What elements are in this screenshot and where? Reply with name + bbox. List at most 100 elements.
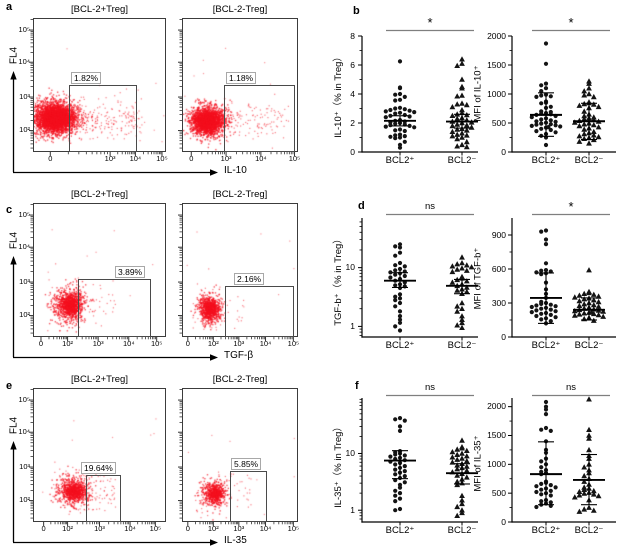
flow-plot-title: [BCL-2+Treg] [71, 4, 128, 15]
flow-x-axis-label: IL-10 [224, 165, 247, 176]
panel-f: f IL-35⁺（% in Treg） MFI of IL-35⁺ ns ns … [311, 370, 623, 551]
flow-cloud-canvas [34, 389, 165, 521]
dot-y-tick-label: 1000 [487, 88, 506, 99]
flow-x-tick-label: 10³ [233, 523, 245, 533]
flow-x-tick-label: 0 [48, 153, 53, 163]
dot-y-tick-label: 1500 [487, 59, 506, 70]
flow-plot-title: [BCL-2-Treg] [212, 374, 268, 385]
dot-y-axis-label: IL-35⁺（% in Treg） [333, 422, 344, 508]
flow-x-tick-label: 10² [62, 338, 74, 348]
flow-x-tick-label: 0 [38, 338, 44, 348]
flow-x-tick-label: 10⁴ [124, 523, 136, 533]
flow-x-tick-label: 10³ [220, 153, 232, 163]
category-label: BCL2⁺ [385, 340, 415, 351]
dot-y-tick-label: 300 [491, 297, 506, 308]
flow-y-tick-label: 10⁵ [18, 24, 30, 34]
gate-rect [229, 471, 267, 522]
flow-x-tick-label: 10² [207, 338, 219, 348]
gate-label: 5.85% [231, 458, 262, 470]
dot-y-axis-label: TGF-b⁺（% in Treg） [333, 234, 344, 326]
category-label: BCL2⁻ [447, 525, 477, 536]
flow-x-tick-label: 0 [185, 523, 190, 533]
flow-y-tick-label: 10⁴ [18, 56, 30, 66]
flow-x-tick-label: 10⁵ [150, 338, 163, 348]
flow-x-tick-label: 0 [41, 523, 46, 533]
dot-y-tick-label: 1500 [487, 430, 506, 440]
dot-y-tick-label: 8 [350, 30, 355, 41]
dot-y-tick-label: 0 [501, 516, 506, 527]
flow-x-tick-label: 10⁴ [123, 338, 135, 348]
flow-y-tick-label: 10³ [19, 91, 30, 101]
dot-y-tick-label: 500 [491, 117, 506, 128]
flow-x-tick-label: 0 [189, 153, 194, 163]
panel-letter-b: b [353, 5, 360, 17]
dot-y-tick-label: 0 [501, 146, 506, 157]
category-label: BCL2⁻ [447, 340, 477, 351]
flow-x-tick-label: 10⁴ [255, 153, 267, 163]
significance-label: * [427, 15, 433, 30]
flow-y-tick-label: 10⁴ [18, 241, 30, 251]
dot-y-tick-label: 1000 [487, 458, 506, 469]
dot-y-axis-label: MFI of TGF-b⁺ [472, 247, 484, 310]
flow-x-tick-label: 10⁵ [288, 153, 301, 163]
panel-d: d TGF-b⁺（% in Treg） MFI of TGF-b⁺ ns * B… [311, 185, 623, 370]
flow-y-tick-label: 10³ [19, 276, 30, 286]
panel-letter-e: e [6, 380, 13, 392]
dot-plot-graphics [358, 394, 616, 526]
dot-y-tick-label: 600 [491, 263, 506, 274]
flow-y-tick-label: 10² [19, 495, 30, 505]
gate-label: 1.18% [226, 72, 257, 84]
panel-letter-c: c [6, 204, 13, 216]
flow-plot-title: [BCL-2+Treg] [71, 374, 128, 385]
flow-cloud-canvas [183, 204, 297, 336]
panel-letter-d: d [358, 200, 365, 212]
gate-rect [224, 286, 295, 337]
flow-cloud-canvas [183, 389, 297, 521]
category-label: BCL2⁺ [385, 155, 415, 166]
panel-letter-a: a [6, 1, 13, 13]
flow-y-tick-label: 10⁴ [18, 426, 30, 436]
flow-x-axis-label: IL-35 [224, 535, 247, 546]
flow-y-tick-label: 10² [19, 125, 30, 135]
dot-y-tick-label: 2 [350, 117, 355, 128]
flow-x-tick-label: 10² [62, 523, 74, 533]
flow-x-tick-label: 0 [185, 338, 190, 348]
significance-label: ns [424, 382, 436, 393]
flow-x-tick-label: 10³ [94, 523, 105, 533]
dot-y-tick-label: 1 [350, 320, 355, 331]
category-label: BCL2⁺ [531, 525, 561, 536]
dot-y-tick-label: 900 [491, 229, 506, 240]
gate-label: 3.89% [115, 266, 146, 278]
panel-b: b IL-10⁺（% in Treg） MFI of IL-10⁺ * * BC… [311, 0, 623, 185]
gate-rect [86, 475, 121, 522]
category-label: BCL2⁻ [574, 340, 604, 351]
category-label: BCL2⁻ [574, 525, 604, 536]
flow-plot-title: [BCL-2-Treg] [212, 189, 268, 200]
dot-y-tick-label: 2000 [487, 30, 506, 41]
significance-label: * [568, 15, 574, 30]
flow-x-axis-label: TGF-β [224, 350, 254, 361]
dot-y-tick-label: 10 [345, 448, 355, 458]
dot-y-tick-label: 2000 [487, 401, 506, 412]
gate-label: 19.64% [81, 462, 116, 474]
category-label: BCL2⁺ [531, 340, 561, 351]
panel-e: e [BCL-2+Treg] [BCL-2-Treg] FL4 IL-35 19… [0, 370, 311, 551]
flow-x-tick-label: 10² [207, 523, 219, 533]
dot-y-tick-label: 10 [345, 262, 355, 273]
flow-y-tick-label: 10⁵ [18, 394, 30, 404]
flow-x-tick-label: 10⁴ [259, 523, 272, 533]
significance-label: ns [424, 201, 436, 212]
gate-rect [78, 279, 152, 337]
flow-y-tick-label: 10³ [19, 461, 30, 471]
dot-y-tick-label: 500 [491, 487, 506, 498]
dot-y-tick-label: 0 [501, 331, 506, 342]
flow-x-tick-label: 10⁵ [287, 523, 300, 533]
flow-y-tick-label: 10² [19, 310, 30, 320]
category-label: BCL2⁻ [574, 155, 604, 166]
category-label: BCL2⁺ [385, 525, 415, 536]
gate-rect [223, 85, 295, 152]
flow-y-tick-label: 10⁵ [18, 209, 30, 219]
category-label: BCL2⁺ [531, 155, 561, 166]
dot-y-tick-label: 1 [350, 504, 355, 515]
